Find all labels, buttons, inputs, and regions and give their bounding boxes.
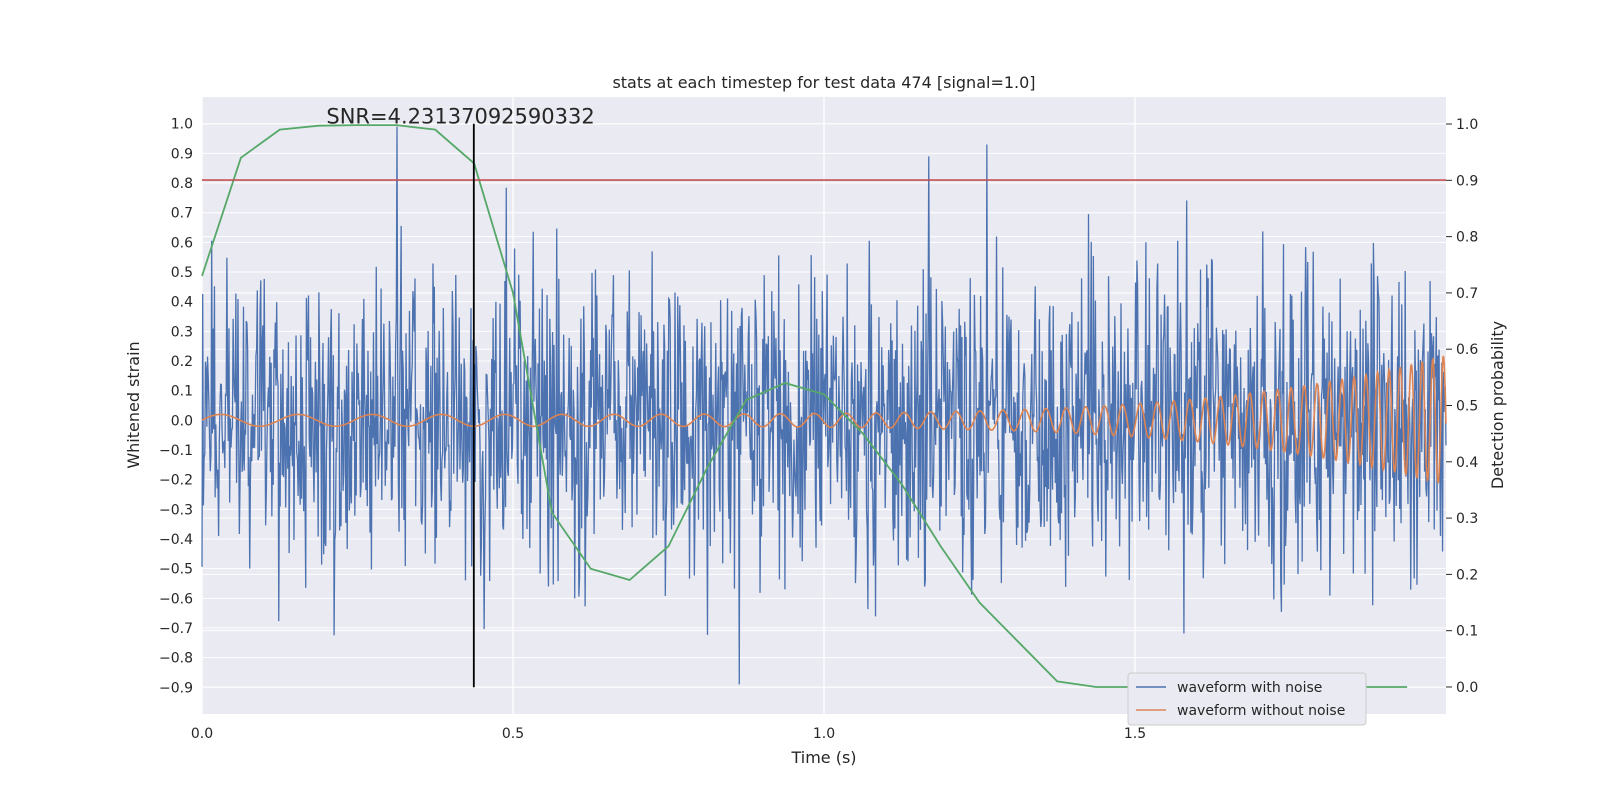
y-tick-label: 0.7 — [171, 206, 193, 222]
legend-box — [1127, 672, 1367, 726]
y-tick-label: 0.3 — [171, 324, 193, 340]
reference-lines — [202, 123, 1446, 688]
y-tick-label: 0.8 — [171, 176, 193, 192]
y-tick-label: −0.4 — [159, 532, 193, 548]
chart-title: stats at each timestep for test data 474… — [612, 73, 1035, 92]
y-tick-label: 1.0 — [171, 117, 193, 133]
y2-tick-label: 0.5 — [1456, 399, 1478, 415]
y2-tick-label: 0.6 — [1456, 342, 1478, 358]
y2-ticks: 1.0 0.9 0.8 0.7 0.6 0.5 0.4 0.3 0.2 0.1 0.0 — [1446, 117, 1478, 696]
legend: waveform with noise waveform without noi… — [1127, 672, 1367, 726]
x-tick-label: 1.0 — [813, 726, 835, 742]
snr-annotation: SNR=4.23137092590332 — [326, 105, 594, 129]
y2-tick-label: 0.2 — [1456, 567, 1478, 583]
y-tick-label: 0.1 — [171, 384, 193, 400]
y-tick-label: 0.6 — [171, 235, 193, 251]
y-tick-label: 0.4 — [171, 295, 193, 311]
legend-label-clean: waveform without noise — [1177, 703, 1345, 719]
y2-tick-label: 0.1 — [1456, 624, 1478, 640]
y2-tick-label: 0.0 — [1456, 680, 1478, 696]
y-tick-labels: 1.0 0.9 0.8 0.7 0.6 0.5 0.4 0.3 0.2 0.1 0.0 −0.1 −0.… — [159, 117, 193, 697]
y-tick-label: −0.5 — [159, 562, 193, 578]
series-waveform-with-noise — [201, 126, 1447, 685]
y-tick-label: −0.3 — [159, 502, 193, 518]
y-tick-label: −0.2 — [159, 473, 193, 489]
y-tick-label: 0.0 — [171, 413, 193, 429]
y-tick-label: −0.8 — [159, 651, 193, 667]
y2-tick-label: 0.4 — [1456, 455, 1478, 471]
y-tick-label: 0.9 — [171, 146, 193, 162]
y-axis-label: Whitened strain — [124, 341, 143, 468]
y2-tick-label: 0.9 — [1456, 173, 1478, 189]
y2-tick-label: 0.8 — [1456, 230, 1478, 246]
x-axis-label: Time (s) — [790, 748, 856, 767]
y-tick-label: −0.7 — [159, 621, 193, 637]
x-tick-labels: 0.0 0.5 1.0 1.5 — [191, 726, 1146, 742]
y-tick-label: −0.9 — [159, 680, 193, 696]
y2-tick-label: 0.7 — [1456, 286, 1478, 302]
y-tick-label: −0.1 — [159, 443, 193, 459]
x-tick-label: 0.5 — [502, 726, 524, 742]
y2-axis-label: Detection probability — [1488, 321, 1507, 489]
y-tick-label: −0.6 — [159, 591, 193, 607]
y2-tick-label: 1.0 — [1456, 117, 1478, 133]
y2-tick-label: 0.3 — [1456, 511, 1478, 527]
series-waveform-without-noise — [201, 355, 1447, 484]
x-tick-label: 1.5 — [1124, 726, 1146, 742]
x-tick-label: 0.0 — [191, 726, 213, 742]
waveform-without-noise-line — [201, 355, 1447, 484]
y-tick-label: 0.2 — [171, 354, 193, 370]
waveform-with-noise-line — [201, 126, 1447, 685]
y-tick-label: 0.5 — [171, 265, 193, 281]
legend-label-noise: waveform with noise — [1177, 680, 1322, 696]
